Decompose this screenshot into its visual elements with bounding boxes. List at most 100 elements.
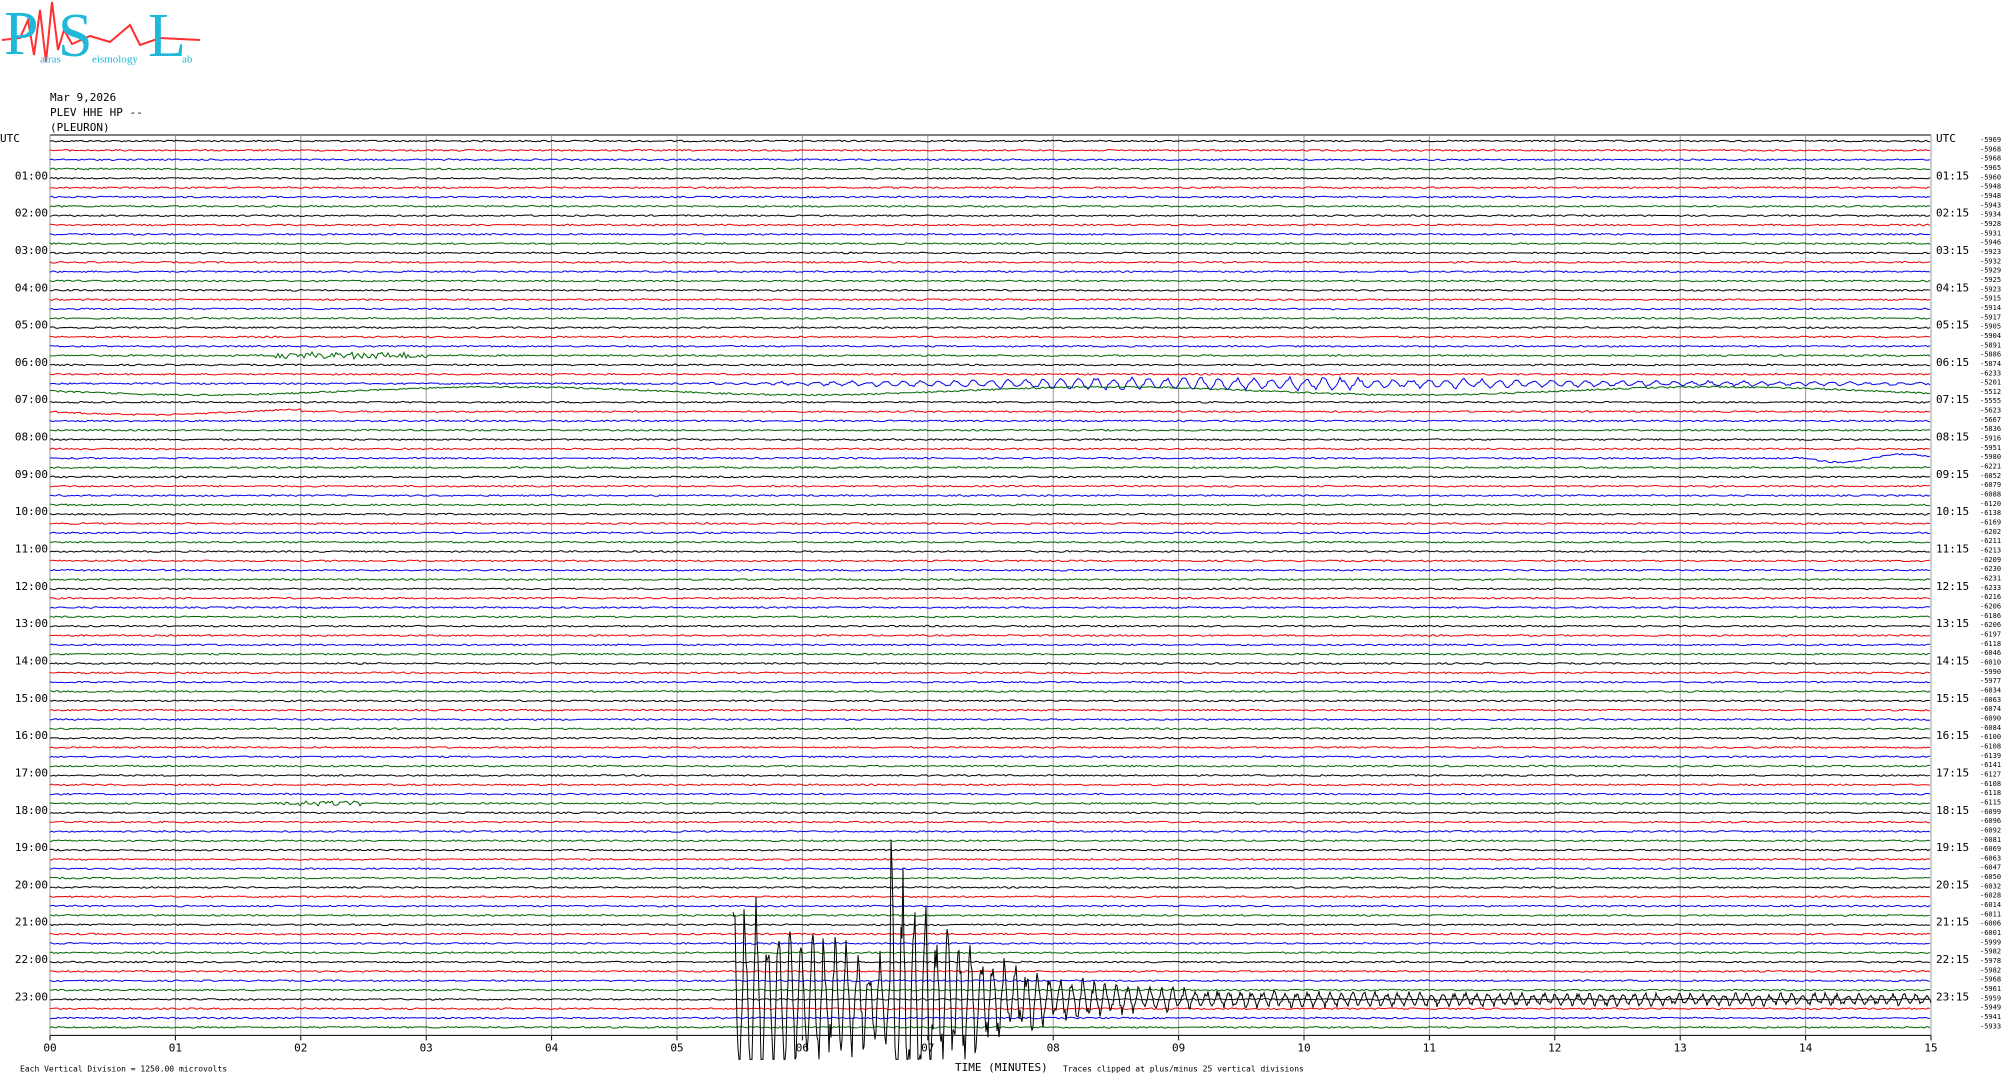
x-tick-label: 08 bbox=[1047, 1041, 1060, 1054]
trace-offset: -5923 bbox=[1980, 285, 2001, 293]
seismic-trace bbox=[49, 223, 1931, 227]
seismic-trace bbox=[49, 690, 1931, 693]
seismic-trace bbox=[49, 624, 1931, 628]
seismic-trace bbox=[49, 746, 1931, 749]
seismic-trace bbox=[49, 307, 1931, 311]
right-time-label: 06:15 bbox=[1936, 356, 1969, 369]
right-time-label: 10:15 bbox=[1936, 505, 1969, 518]
trace-offset: -6047 bbox=[1980, 864, 2001, 872]
trace-offset: -6127 bbox=[1980, 770, 2001, 778]
trace-offset: -5946 bbox=[1980, 239, 2001, 247]
seismic-trace bbox=[49, 232, 1931, 236]
trace-offset: -6209 bbox=[1980, 556, 2001, 564]
seismic-trace bbox=[49, 428, 1931, 432]
seismic-trace bbox=[50, 344, 1931, 348]
trace-offset: -5917 bbox=[1980, 313, 2001, 321]
trace-offset: -6063 bbox=[1980, 696, 2001, 704]
right-time-label: UTC bbox=[1936, 132, 1956, 145]
seismic-trace bbox=[49, 204, 1931, 208]
x-tick-label: 12 bbox=[1548, 1041, 1561, 1054]
trace-offset: -5978 bbox=[1980, 957, 2001, 965]
trace-offset: -5891 bbox=[1980, 341, 2001, 349]
seismic-trace bbox=[49, 1016, 1931, 1020]
right-time-label: 21:15 bbox=[1936, 916, 1969, 929]
seismic-trace bbox=[49, 764, 1931, 768]
seismic-trace bbox=[49, 904, 1931, 908]
trace-offset: -6052 bbox=[1980, 472, 2001, 480]
trace-offset: -6206 bbox=[1980, 621, 2001, 629]
left-time-label: 23:00 bbox=[15, 990, 48, 1003]
trace-offset: -6120 bbox=[1980, 500, 2001, 508]
trace-offset: -5925 bbox=[1980, 276, 2001, 284]
seismic-trace bbox=[49, 503, 1930, 507]
left-time-label: 16:00 bbox=[15, 729, 48, 742]
x-tick-label: 07 bbox=[921, 1041, 934, 1054]
trace-offset: -6096 bbox=[1980, 817, 2001, 825]
trace-offset: -5943 bbox=[1980, 201, 2001, 209]
seismic-trace bbox=[50, 792, 1931, 796]
trace-offset: -5949 bbox=[1980, 1004, 2001, 1012]
seismic-trace bbox=[49, 288, 1931, 292]
seismic-trace bbox=[49, 242, 1931, 246]
x-tick-label: 09 bbox=[1172, 1041, 1185, 1054]
seismic-trace bbox=[49, 139, 1931, 143]
trace-offset: -6233 bbox=[1980, 369, 2001, 377]
seismic-trace bbox=[49, 867, 1931, 871]
footer-scale: Each Vertical Division = 1250.00 microvo… bbox=[20, 1065, 227, 1074]
seismic-trace bbox=[49, 167, 1931, 171]
trace-offset: -5977 bbox=[1980, 677, 2001, 685]
seismic-trace bbox=[49, 969, 1931, 973]
trace-offset: -5934 bbox=[1980, 211, 2001, 219]
trace-offset: -6108 bbox=[1980, 742, 2001, 750]
left-time-label: 05:00 bbox=[15, 319, 48, 332]
seismic-trace bbox=[49, 885, 1931, 889]
right-time-label: 01:15 bbox=[1936, 169, 1969, 182]
trace-offset: -6069 bbox=[1980, 845, 2001, 853]
logo-squiggle bbox=[1, 1, 201, 63]
header-date: Mar 9,2026 bbox=[50, 91, 116, 104]
left-time-label: 02:00 bbox=[15, 207, 48, 220]
seismic-trace bbox=[49, 783, 1930, 787]
seismic-trace bbox=[49, 932, 1931, 936]
seismic-trace bbox=[49, 400, 1931, 404]
right-time-label: 18:15 bbox=[1936, 804, 1969, 817]
left-time-label: 07:00 bbox=[15, 393, 48, 406]
left-time-label: 13:00 bbox=[15, 617, 48, 630]
left-time-label: 19:00 bbox=[15, 841, 48, 854]
x-tick-label: 14 bbox=[1799, 1041, 1813, 1054]
right-time-label: 09:15 bbox=[1936, 468, 1969, 481]
trace-offset: -5555 bbox=[1980, 397, 2001, 405]
logo-word: ab bbox=[182, 54, 193, 66]
seismic-trace bbox=[49, 270, 1931, 274]
left-time-label: 22:00 bbox=[15, 953, 48, 966]
seismic-trace bbox=[49, 475, 1931, 479]
seismic-trace bbox=[49, 662, 1931, 665]
right-time-label: 05:15 bbox=[1936, 319, 1969, 332]
trace-offset: -6233 bbox=[1980, 584, 2001, 592]
trace-offset: -6063 bbox=[1980, 854, 2001, 862]
right-time-label: 02:15 bbox=[1936, 207, 1969, 220]
trace-offset: -5933 bbox=[1980, 1022, 2001, 1030]
trace-offset: -5512 bbox=[1980, 388, 2001, 396]
trace-offset: -5948 bbox=[1980, 183, 2001, 191]
seismic-trace bbox=[49, 316, 1931, 320]
seismic-trace bbox=[49, 452, 1931, 464]
trace-offset: -5982 bbox=[1980, 966, 2001, 974]
trace-offset: -6028 bbox=[1980, 892, 2001, 900]
trace-offset: -5980 bbox=[1980, 453, 2001, 461]
seismic-trace bbox=[49, 531, 1931, 535]
trace-offset: -6231 bbox=[1980, 575, 2001, 583]
trace-offset: -6211 bbox=[1980, 537, 2001, 545]
trace-offset: -5916 bbox=[1980, 435, 2001, 443]
seismic-trace bbox=[49, 643, 1930, 647]
header-site: (PLEURON) bbox=[50, 121, 110, 134]
left-time-label: 11:00 bbox=[15, 543, 48, 556]
right-time-label: 12:15 bbox=[1936, 580, 1969, 593]
seismic-trace bbox=[49, 1025, 1931, 1029]
trace-offset: -5968 bbox=[1980, 145, 2001, 153]
traces bbox=[49, 139, 1932, 1060]
seismic-trace bbox=[49, 522, 1931, 525]
seismic-trace bbox=[49, 941, 1931, 945]
trace-offset: -5667 bbox=[1980, 416, 2001, 424]
